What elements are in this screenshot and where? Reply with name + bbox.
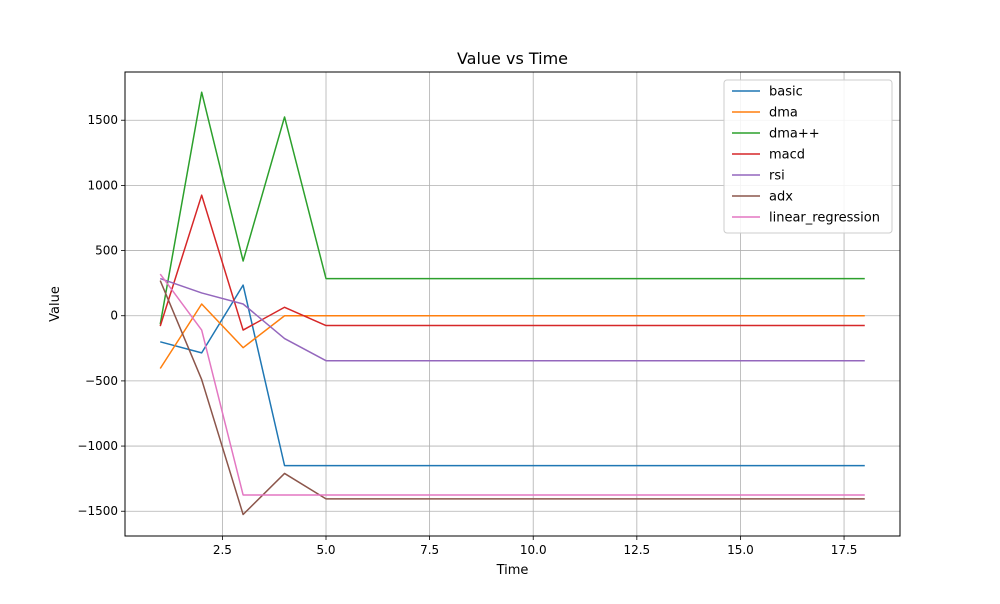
y-tick-label: −500 bbox=[85, 374, 118, 388]
series-line-rsi bbox=[159, 277, 865, 362]
legend-label: basic bbox=[769, 85, 803, 100]
y-tick-label: 0 bbox=[110, 309, 118, 323]
series-lines bbox=[159, 91, 865, 516]
legend-label: dma++ bbox=[769, 127, 820, 142]
plot-frame bbox=[124, 71, 901, 537]
x-tick-label: 17.5 bbox=[831, 543, 858, 557]
y-tick-label: 500 bbox=[95, 244, 118, 258]
x-axis-label: Time bbox=[496, 563, 529, 578]
x-tick-label: 5.0 bbox=[316, 543, 335, 557]
x-tick-label: 7.5 bbox=[420, 543, 439, 557]
legend-label: adx bbox=[769, 190, 793, 205]
series-line-macd bbox=[159, 194, 865, 331]
axis-ticks: 2.5 5.0 7.5 10.0 12.5 15.0 17.5 −1500 −1000 −500 0… bbox=[77, 113, 857, 557]
x-tick-label: 12.5 bbox=[623, 543, 650, 557]
legend-label: rsi bbox=[769, 169, 785, 184]
legend-label: macd bbox=[769, 148, 805, 163]
chart-title: Value vs Time bbox=[457, 49, 568, 68]
series-line-basic bbox=[160, 284, 865, 467]
series-line-adx bbox=[159, 280, 865, 516]
legend-box bbox=[723, 79, 893, 234]
legend-label: dma bbox=[769, 106, 798, 121]
series-line-dma- bbox=[159, 91, 865, 325]
x-tick-label: 2.5 bbox=[213, 543, 232, 557]
legend: basic dma dma++ macd rsi adx linear_regression bbox=[723, 79, 893, 234]
series-line-linear-regression bbox=[159, 273, 865, 496]
y-tick-label: 1500 bbox=[87, 113, 118, 127]
y-tick-label: −1000 bbox=[77, 439, 118, 453]
y-tick-label: −1500 bbox=[77, 504, 118, 518]
x-tick-label: 10.0 bbox=[520, 543, 547, 557]
y-tick-label: 1000 bbox=[87, 178, 118, 192]
legend-label: linear_regression bbox=[769, 211, 880, 226]
x-tick-label: 15.0 bbox=[727, 543, 754, 557]
series-line-dma bbox=[159, 303, 865, 369]
y-axis-label: Value bbox=[48, 286, 63, 322]
